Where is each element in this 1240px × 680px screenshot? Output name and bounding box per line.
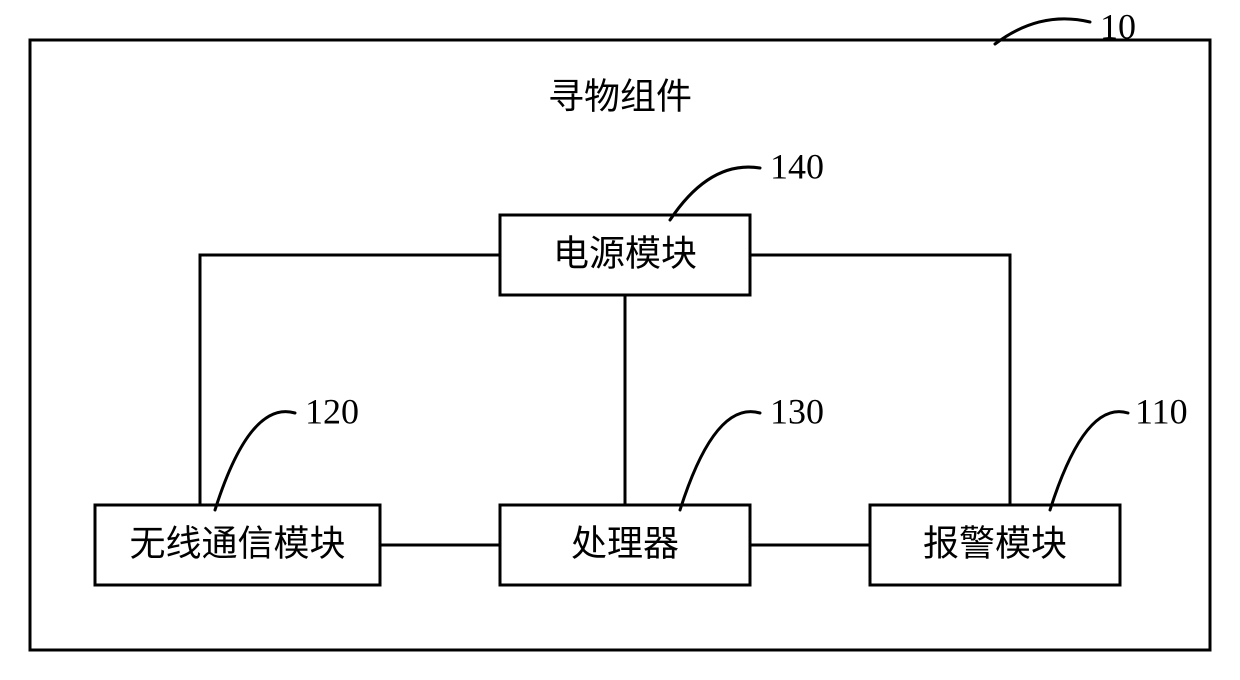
block-label-wireless: 无线通信模块 — [129, 523, 345, 563]
outer-ref-number: 10 — [1100, 6, 1136, 46]
ref-number-wireless: 120 — [305, 391, 359, 431]
block-label-processor: 处理器 — [571, 523, 679, 563]
diagram-canvas: 寻物组件 10 电源模块 140 无线通信模块 120 处理器 130 报警模块 110 — [0, 0, 1240, 680]
ref-number-power: 140 — [770, 146, 824, 186]
ref-number-alarm: 110 — [1135, 391, 1188, 431]
block-label-alarm: 报警模块 — [923, 523, 1067, 563]
ref-number-processor: 130 — [770, 391, 824, 431]
outer-title: 寻物组件 — [548, 76, 692, 116]
block-label-power: 电源模块 — [553, 233, 697, 273]
